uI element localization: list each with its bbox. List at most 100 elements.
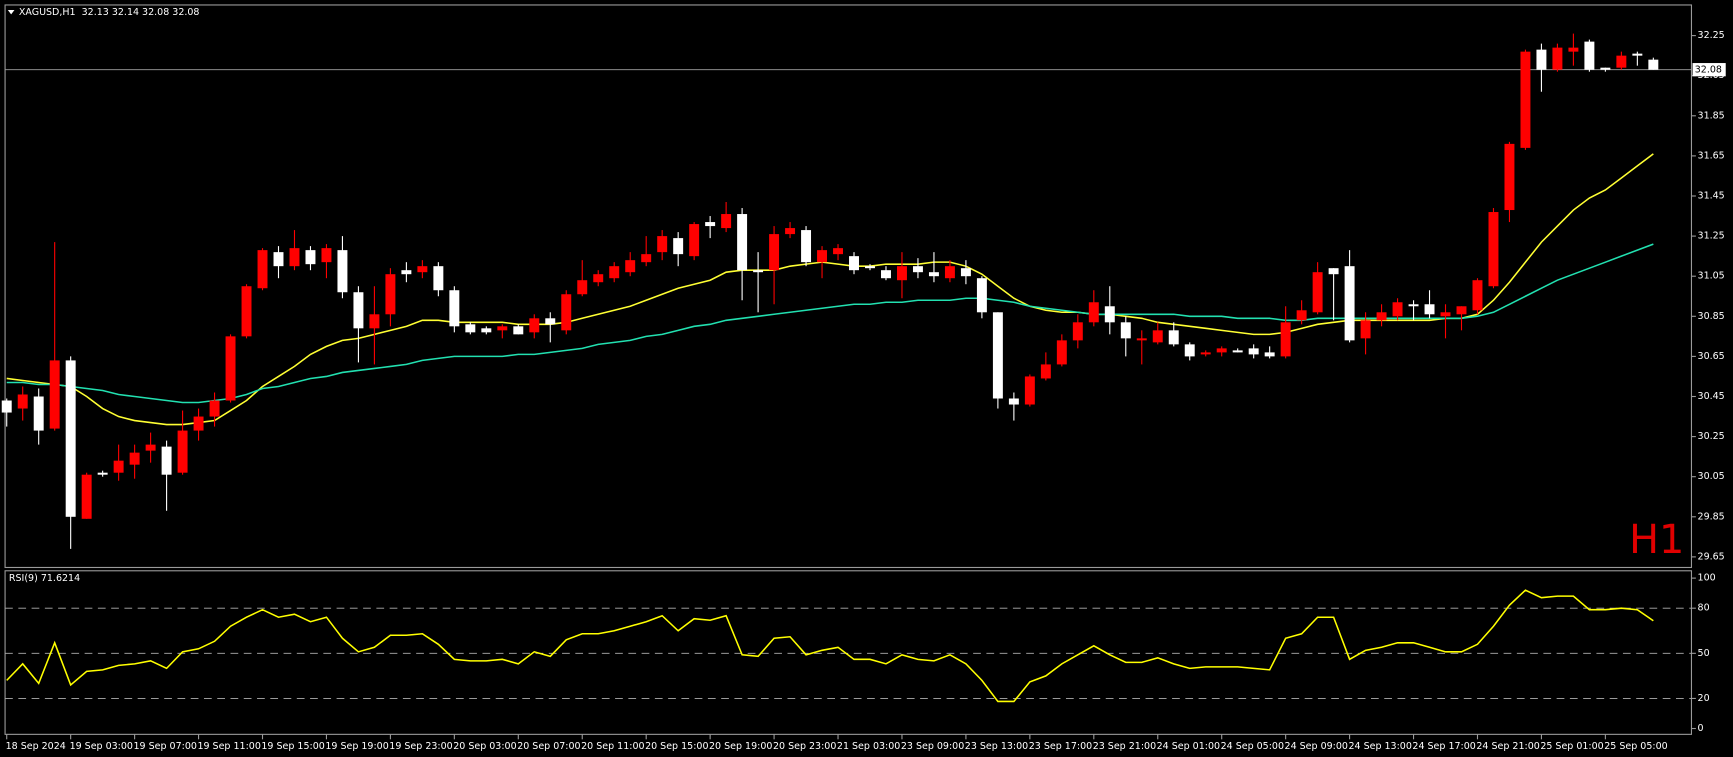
x-tick-label: 18 Sep 2024 bbox=[6, 741, 66, 752]
y-tick-label: 30.25 bbox=[1698, 431, 1725, 442]
candle-body bbox=[33, 396, 44, 431]
candle-body bbox=[1168, 330, 1179, 345]
candle-body bbox=[481, 328, 492, 333]
candle-body bbox=[976, 278, 987, 313]
candle-body bbox=[817, 250, 828, 263]
candle-body bbox=[1152, 330, 1163, 343]
candle-body bbox=[657, 236, 668, 253]
candle-body bbox=[849, 256, 859, 271]
candle-body bbox=[561, 294, 572, 331]
price-tag bbox=[1692, 63, 1726, 77]
candle-body bbox=[641, 254, 652, 263]
candle-body bbox=[1632, 53, 1643, 56]
candle-body bbox=[497, 326, 508, 331]
candle-body bbox=[928, 272, 939, 277]
y-tick-label: 32.25 bbox=[1698, 30, 1725, 41]
candle-body bbox=[1360, 320, 1371, 339]
candle-body bbox=[1552, 47, 1563, 70]
x-tick-label: 20 Sep 19:00 bbox=[709, 741, 772, 752]
candle-body bbox=[129, 452, 140, 465]
chart-header: XAGUSD,H1 32.13 32.14 32.08 32.08 bbox=[19, 7, 200, 18]
candle-body bbox=[912, 266, 923, 273]
candle-body bbox=[1072, 322, 1083, 341]
candle-body bbox=[769, 234, 780, 271]
menu-arrow bbox=[7, 9, 15, 15]
y-tick-label: 50 bbox=[1698, 648, 1710, 659]
candle-body bbox=[1392, 302, 1403, 317]
y-tick-label: 30.65 bbox=[1698, 351, 1725, 362]
y-tick-label: 100 bbox=[1698, 573, 1716, 584]
candle-body bbox=[177, 430, 188, 473]
candle-body bbox=[1376, 312, 1387, 321]
candle-body bbox=[896, 266, 907, 281]
candle-body bbox=[1456, 306, 1467, 315]
x-tick-label: 19 Sep 03:00 bbox=[70, 741, 133, 752]
candle-body bbox=[801, 230, 812, 263]
candle-body bbox=[1616, 55, 1627, 68]
candle-body bbox=[721, 214, 732, 229]
y-tick-label: 30.45 bbox=[1698, 391, 1725, 402]
y-tick-label: 20 bbox=[1698, 693, 1710, 704]
candle-body bbox=[785, 228, 796, 235]
candle-body bbox=[449, 290, 460, 327]
rsi-panel bbox=[4, 570, 1693, 735]
x-tick-label: 24 Sep 09:00 bbox=[1285, 741, 1348, 752]
candle-body bbox=[433, 266, 444, 291]
y-tick-label: 31.25 bbox=[1698, 231, 1725, 242]
x-tick-label: 19 Sep 07:00 bbox=[134, 741, 197, 752]
x-tick-label: 24 Sep 17:00 bbox=[1412, 741, 1475, 752]
candle-body bbox=[545, 318, 556, 325]
x-tick-label: 19 Sep 15:00 bbox=[261, 741, 324, 752]
candle-body bbox=[529, 318, 540, 333]
candle-body bbox=[1344, 266, 1355, 341]
candle-body bbox=[1120, 322, 1131, 339]
candle-body bbox=[960, 268, 971, 277]
candle-body bbox=[1584, 41, 1595, 70]
candle-body bbox=[17, 394, 28, 409]
candle-body bbox=[1472, 280, 1483, 311]
candle-body bbox=[1024, 376, 1035, 405]
candle-body bbox=[273, 252, 284, 267]
candle-body bbox=[193, 416, 204, 431]
candle-body bbox=[1488, 212, 1499, 287]
x-tick-label: 23 Sep 21:00 bbox=[1093, 741, 1156, 752]
candle-body bbox=[305, 250, 316, 265]
y-tick-label: 31.05 bbox=[1698, 271, 1725, 282]
candle-body bbox=[833, 248, 843, 255]
candle-body bbox=[241, 286, 252, 337]
candle-body bbox=[225, 336, 236, 401]
candle-body bbox=[161, 446, 172, 475]
y-tick-label: 0 bbox=[1698, 723, 1704, 734]
x-tick-label: 20 Sep 11:00 bbox=[581, 741, 644, 752]
candle-body bbox=[369, 314, 380, 329]
candle-body bbox=[1568, 47, 1579, 52]
candle-body bbox=[337, 250, 348, 293]
price-panel bbox=[4, 4, 1693, 569]
candle-body bbox=[209, 400, 220, 417]
y-tick-label: 31.85 bbox=[1698, 110, 1725, 121]
candle-body bbox=[1232, 350, 1243, 353]
candle-body bbox=[1296, 310, 1307, 321]
candle-body bbox=[1264, 352, 1275, 357]
x-tick-label: 24 Sep 21:00 bbox=[1476, 741, 1539, 752]
candle-body bbox=[1008, 398, 1019, 405]
x-tick-label: 24 Sep 01:00 bbox=[1157, 741, 1220, 752]
x-tick-label: 21 Sep 03:00 bbox=[837, 741, 900, 752]
candle-body bbox=[944, 266, 955, 279]
candle-body bbox=[1280, 322, 1291, 357]
candle-body bbox=[992, 312, 1003, 399]
x-tick-label: 19 Sep 19:00 bbox=[325, 741, 388, 752]
candle-body bbox=[1040, 364, 1051, 379]
y-tick-label: 30.05 bbox=[1698, 471, 1725, 482]
candle-body bbox=[1104, 306, 1115, 323]
candle-body bbox=[1504, 143, 1515, 211]
candle-body bbox=[1424, 304, 1435, 315]
candle-body bbox=[1600, 67, 1611, 70]
candle-body bbox=[753, 270, 764, 273]
candle-body bbox=[577, 280, 588, 295]
candle-body bbox=[1648, 59, 1659, 70]
candle-body bbox=[689, 224, 700, 257]
x-tick-label: 25 Sep 01:00 bbox=[1540, 741, 1603, 752]
